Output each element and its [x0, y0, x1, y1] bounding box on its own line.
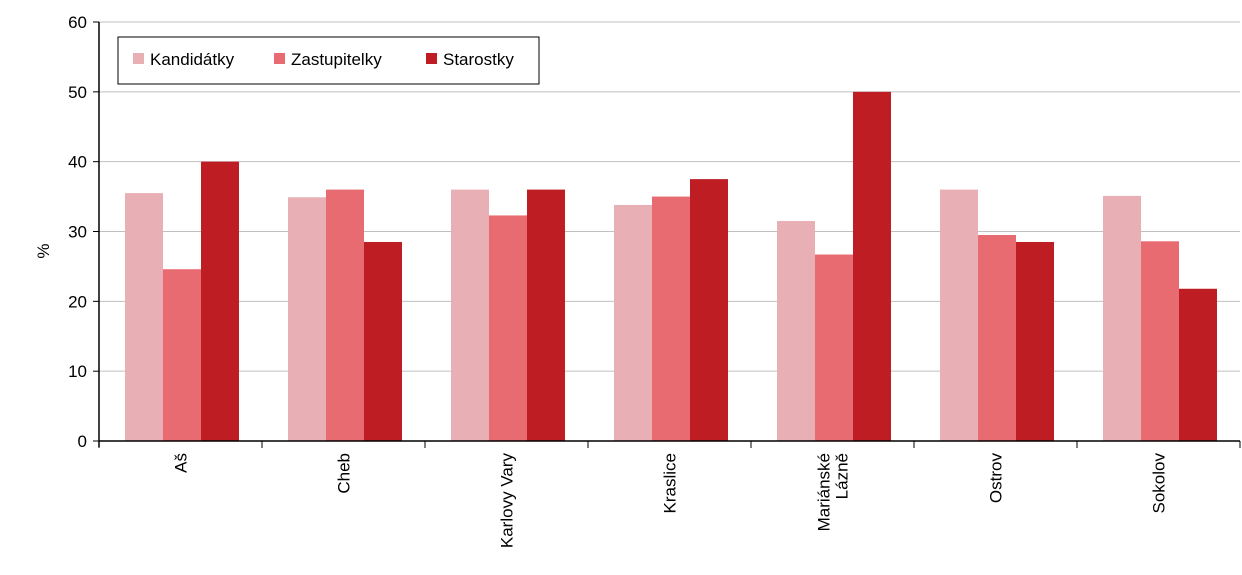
y-axis-label: % — [34, 243, 53, 258]
bar — [940, 189, 978, 441]
y-tick-label: 40 — [68, 153, 87, 172]
legend-swatch — [274, 53, 285, 64]
x-tick-label: Cheb — [335, 453, 354, 494]
x-tick-label: Mariánské Lázně — [815, 453, 852, 531]
svg-text:Karlovy Vary: Karlovy Vary — [498, 453, 517, 549]
bar — [1179, 288, 1217, 441]
x-tick-labels: Aš Cheb Karlovy Vary Kraslice Mariánské Lázně… — [172, 453, 1169, 549]
legend: Kandidátky Zastupitelky Starostky — [117, 36, 540, 85]
bar — [690, 179, 728, 441]
bar — [288, 197, 326, 441]
bar — [125, 193, 163, 441]
legend-item: Kandidátky — [133, 50, 235, 69]
x-tick-label: Aš — [172, 453, 191, 473]
axes — [93, 21, 1241, 448]
legend-item: Starostky — [426, 50, 514, 69]
bar — [1141, 241, 1179, 441]
bar — [201, 161, 239, 441]
y-tick-label: 0 — [78, 432, 87, 451]
bar — [815, 254, 853, 441]
bar — [451, 189, 489, 441]
bar — [527, 189, 565, 441]
bar — [652, 196, 690, 441]
legend-label: Zastupitelky — [291, 50, 382, 69]
y-tick-label: 10 — [68, 362, 87, 381]
svg-text:Cheb: Cheb — [335, 453, 354, 494]
svg-text:Aš: Aš — [172, 453, 191, 473]
bar — [614, 204, 652, 441]
bar — [1016, 241, 1054, 441]
svg-text:Kraslice: Kraslice — [661, 453, 680, 513]
bar — [163, 269, 201, 441]
bars — [125, 91, 1217, 441]
y-tick-label: 30 — [68, 223, 87, 242]
bar — [1103, 195, 1141, 441]
bar — [326, 189, 364, 441]
x-tick-label: Ostrov — [987, 453, 1006, 504]
bar — [777, 221, 815, 441]
y-tick-label: 20 — [68, 292, 87, 311]
svg-text:Mariánské: Mariánské — [815, 453, 834, 531]
bar — [489, 215, 527, 441]
legend-item: Zastupitelky — [274, 50, 382, 69]
y-tick-labels: 0 10 20 30 40 50 60 — [68, 13, 87, 451]
x-tick-label: Kraslice — [661, 453, 680, 513]
svg-text:Ostrov: Ostrov — [987, 453, 1006, 504]
svg-text:Sokolov: Sokolov — [1150, 453, 1169, 514]
legend-label: Kandidátky — [150, 50, 235, 69]
legend-box — [117, 36, 540, 85]
svg-text:Lázně: Lázně — [833, 453, 852, 499]
legend-swatch — [426, 53, 437, 64]
x-tick-label: Karlovy Vary — [498, 453, 517, 549]
bar — [364, 241, 402, 441]
legend-swatch — [133, 53, 144, 64]
bar — [853, 91, 891, 441]
bar — [978, 234, 1016, 441]
y-tick-label: 50 — [68, 83, 87, 102]
legend-label: Starostky — [443, 50, 514, 69]
x-tick-label: Sokolov — [1150, 453, 1169, 514]
y-tick-label: 60 — [68, 13, 87, 32]
